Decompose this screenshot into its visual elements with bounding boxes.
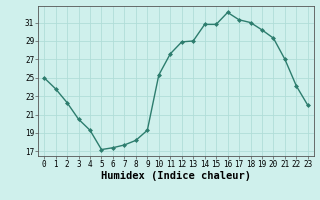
X-axis label: Humidex (Indice chaleur): Humidex (Indice chaleur) xyxy=(101,171,251,181)
